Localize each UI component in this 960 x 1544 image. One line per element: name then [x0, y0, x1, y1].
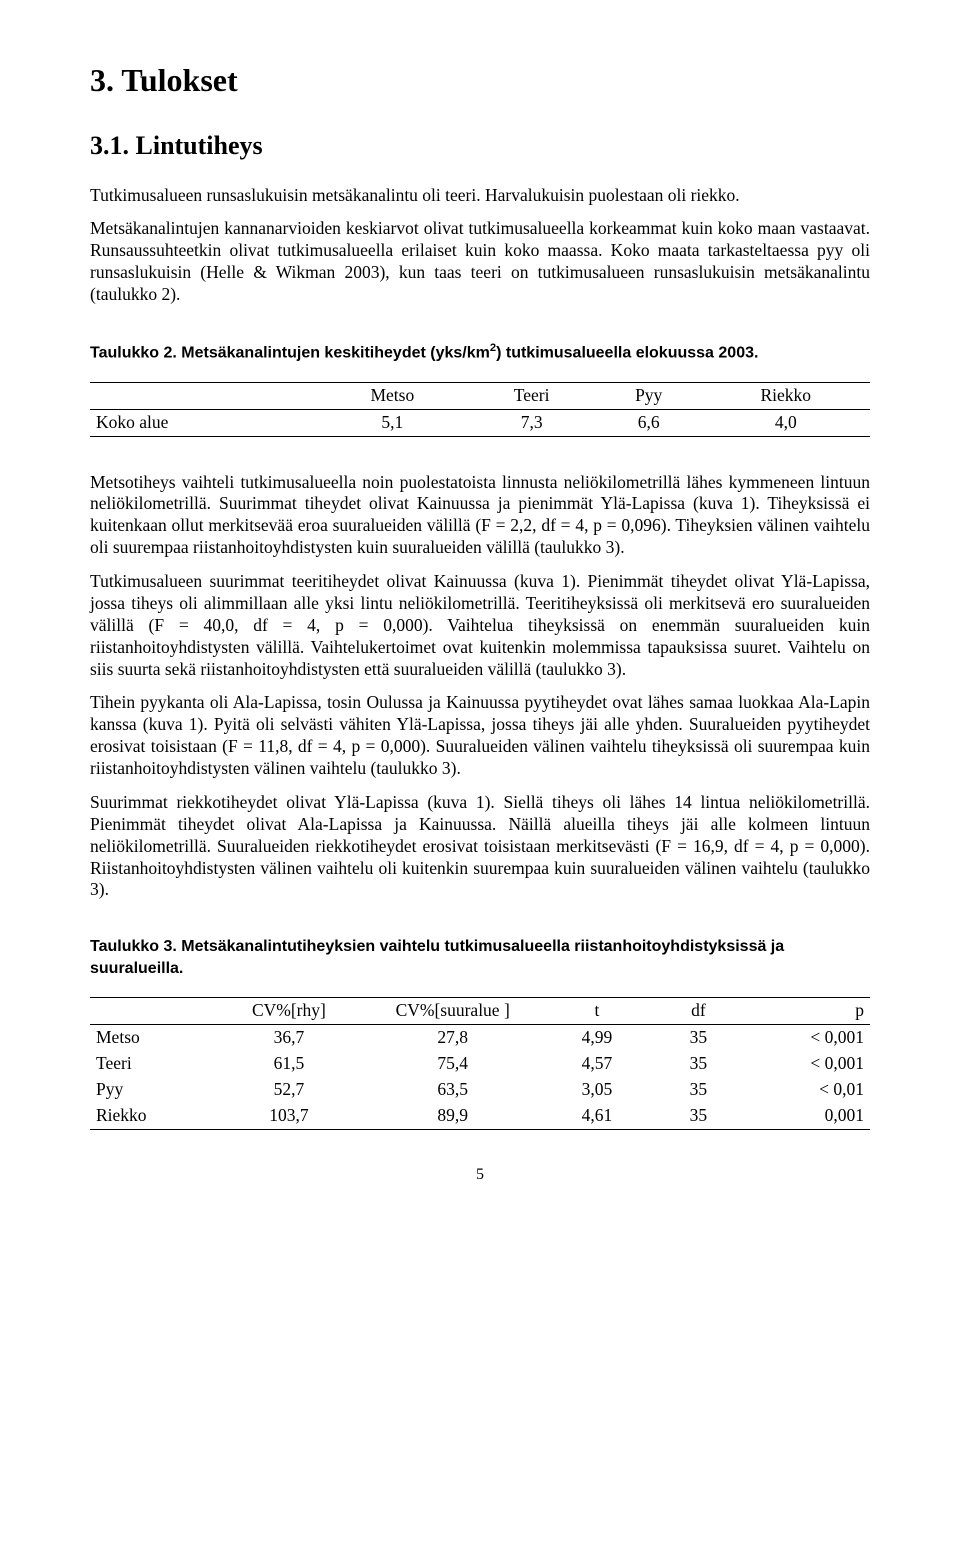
- table3-cell: < 0,01: [745, 1077, 870, 1103]
- caption-text: Taulukko 2. Metsäkanalintujen keskitihey…: [90, 344, 490, 361]
- section-heading: 3. Tulokset: [90, 60, 870, 100]
- table3-cell: 89,9: [363, 1103, 542, 1129]
- table3-caption: Taulukko 3. Metsäkanalintutiheyksien vai…: [90, 936, 870, 979]
- table3-header: [90, 998, 215, 1025]
- table3-cell: 3,05: [542, 1077, 651, 1103]
- table3-cell: 4,99: [542, 1025, 651, 1051]
- table3: CV%[rhy] CV%[suuralue ] t df p Metso 36,…: [90, 997, 870, 1129]
- table2-caption: Taulukko 2. Metsäkanalintujen keskitihey…: [90, 341, 870, 364]
- table3-cell: 35: [652, 1103, 746, 1129]
- table2-cell: 7,3: [467, 409, 595, 436]
- table3-cell: Riekko: [90, 1103, 215, 1129]
- table2: Metso Teeri Pyy Riekko Koko alue 5,1 7,3…: [90, 382, 870, 437]
- table2-header: Metso: [317, 382, 467, 409]
- table3-header: t: [542, 998, 651, 1025]
- paragraph: Suurimmat riekkotiheydet olivat Ylä-Lapi…: [90, 792, 870, 901]
- table2-cell: Koko alue: [90, 409, 317, 436]
- table3-cell: Metso: [90, 1025, 215, 1051]
- table3-cell: 103,7: [215, 1103, 363, 1129]
- table3-cell: 4,57: [542, 1051, 651, 1077]
- paragraph: Metsotiheys vaihteli tutkimusalueella no…: [90, 472, 870, 560]
- table2-cell: 6,6: [596, 409, 702, 436]
- subsection-heading: 3.1. Lintutiheys: [90, 130, 870, 163]
- table3-header: df: [652, 998, 746, 1025]
- table3-header: p: [745, 998, 870, 1025]
- table2-cell: 5,1: [317, 409, 467, 436]
- table2-header: Riekko: [702, 382, 871, 409]
- table3-cell: 27,8: [363, 1025, 542, 1051]
- table2-header: [90, 382, 317, 409]
- paragraph: Metsäkanalintujen kannanarvioiden keskia…: [90, 218, 870, 306]
- table3-header: CV%[rhy]: [215, 998, 363, 1025]
- table3-cell: Teeri: [90, 1051, 215, 1077]
- table3-cell: < 0,001: [745, 1025, 870, 1051]
- table3-cell: 35: [652, 1051, 746, 1077]
- table3-cell: 0,001: [745, 1103, 870, 1129]
- paragraph: Tutkimusalueen runsaslukuisin metsäkanal…: [90, 185, 870, 207]
- paragraph: Tihein pyykanta oli Ala-Lapissa, tosin O…: [90, 692, 870, 780]
- table2-cell: 4,0: [702, 409, 871, 436]
- paragraph: Tutkimusalueen suurimmat teeritiheydet o…: [90, 571, 870, 680]
- table3-cell: Pyy: [90, 1077, 215, 1103]
- table3-cell: 4,61: [542, 1103, 651, 1129]
- table3-cell: 35: [652, 1077, 746, 1103]
- caption-text: ) tutkimusalueella elokuussa 2003.: [496, 344, 758, 361]
- table3-cell: 52,7: [215, 1077, 363, 1103]
- table2-header: Teeri: [467, 382, 595, 409]
- table3-cell: 36,7: [215, 1025, 363, 1051]
- table3-header: CV%[suuralue ]: [363, 998, 542, 1025]
- page-number: 5: [90, 1165, 870, 1185]
- table3-cell: 75,4: [363, 1051, 542, 1077]
- table3-cell: < 0,001: [745, 1051, 870, 1077]
- table2-header: Pyy: [596, 382, 702, 409]
- table3-cell: 61,5: [215, 1051, 363, 1077]
- table3-cell: 63,5: [363, 1077, 542, 1103]
- table3-cell: 35: [652, 1025, 746, 1051]
